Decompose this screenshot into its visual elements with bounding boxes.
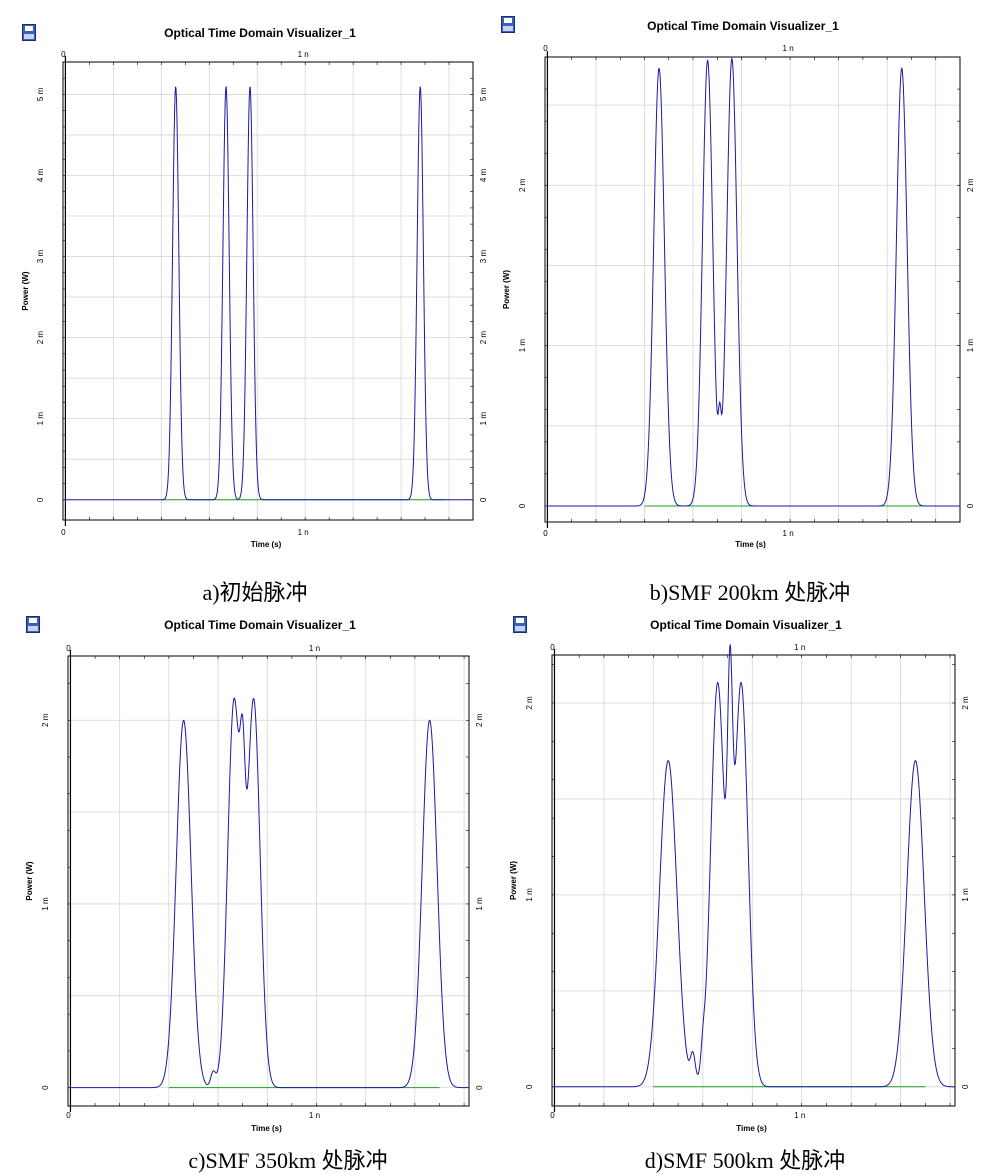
chart-title: Optical Time Domain Visualizer_1	[164, 26, 356, 40]
y-tick-label-left: 1 m	[36, 412, 45, 426]
x-axis-label: Time (s)	[736, 1124, 767, 1133]
signal-trace	[545, 57, 960, 507]
y-tick-label-left: 0	[525, 1084, 534, 1089]
x-axis-label: Time (s)	[251, 1124, 282, 1133]
y-tick-label-right: 3 m	[479, 250, 488, 264]
x-tick-label-bottom: 1 n	[794, 1111, 805, 1120]
y-tick-label-right: 2 m	[966, 178, 975, 192]
x-tick-label-top: 0	[543, 44, 548, 53]
y-axis-label: Power (W)	[502, 270, 511, 309]
y-tick-label-right: 0	[475, 1085, 484, 1090]
x-tick-label-top: 0	[550, 643, 555, 652]
y-tick-label-right: 5 m	[479, 87, 488, 101]
x-tick-label-bottom: 0	[66, 1111, 71, 1120]
x-tick-label-top: 0	[66, 644, 71, 653]
save-floppy-icon[interactable]	[513, 616, 527, 633]
y-tick-label-left: 3 m	[36, 250, 45, 264]
signal-trace	[552, 644, 955, 1088]
x-tick-label-bottom: 1 n	[309, 1111, 320, 1120]
x-tick-label-bottom: 0	[61, 528, 66, 537]
chart-svg: Optical Time Domain Visualizer_1 0 0 1 m 1 m…	[25, 618, 484, 1133]
y-tick-label-right: 2 m	[479, 331, 488, 345]
y-tick-label-right: 0	[966, 503, 975, 508]
y-tick-label-left: 2 m	[518, 178, 527, 192]
caption-c: c)SMF 350km 处脉冲	[188, 1148, 388, 1173]
y-tick-label-right: 1 m	[961, 888, 970, 902]
chart-svg: Optical Time Domain Visualizer_1 0 0 1 m 1 m…	[502, 19, 975, 549]
y-tick-label-right: 2 m	[475, 713, 484, 727]
x-tick-label-top: 1 n	[794, 643, 805, 652]
chart-title: Optical Time Domain Visualizer_1	[164, 618, 356, 632]
x-axis-label: Time (s)	[251, 540, 282, 549]
caption-d: d)SMF 500km 处脉冲	[644, 1148, 846, 1173]
x-tick-label-top: 1 n	[298, 50, 309, 59]
save-floppy-icon[interactable]	[26, 616, 40, 633]
y-tick-label-left: 2 m	[36, 331, 45, 345]
y-tick-label-right: 1 m	[966, 339, 975, 353]
y-tick-label-left: 2 m	[41, 713, 50, 727]
x-axis-label: Time (s)	[735, 540, 766, 549]
save-floppy-icon[interactable]	[501, 16, 515, 33]
chart-panel-c: Optical Time Domain Visualizer_1 0 0 1 m 1 m…	[0, 600, 497, 1140]
signal-trace	[68, 697, 469, 1089]
y-tick-label-left: 0	[36, 497, 45, 502]
save-floppy-icon[interactable]	[22, 24, 36, 41]
plot-frame	[551, 654, 956, 1107]
y-tick-label-left: 1 m	[525, 888, 534, 902]
x-tick-label-top: 1 n	[783, 44, 794, 53]
plot-frame	[62, 61, 474, 521]
chart-panel-d: Optical Time Domain Visualizer_1 0 0 1 m 1 m…	[497, 600, 994, 1140]
chart-title: Optical Time Domain Visualizer_1	[650, 618, 842, 632]
y-tick-label-left: 2 m	[525, 696, 534, 710]
y-tick-label-right: 0	[961, 1084, 970, 1089]
y-tick-label-right: 0	[479, 497, 488, 502]
signal-trace	[63, 86, 473, 501]
y-tick-label-left: 1 m	[41, 897, 50, 911]
plot-frame	[67, 655, 470, 1107]
y-tick-label-right: 1 m	[475, 897, 484, 911]
caption-a: a)初始脉冲	[202, 580, 308, 605]
y-tick-label-right: 1 m	[479, 412, 488, 426]
y-tick-label-left: 0	[518, 503, 527, 508]
x-tick-label-bottom: 0	[543, 529, 548, 538]
chart-svg: Optical Time Domain Visualizer_1 0 0 1 m 1 m…	[21, 26, 488, 549]
y-axis-label: Power (W)	[21, 271, 30, 310]
caption-b: b)SMF 200km 处脉冲	[649, 580, 851, 605]
y-tick-label-left: 5 m	[36, 87, 45, 101]
chart-title: Optical Time Domain Visualizer_1	[647, 19, 839, 33]
x-tick-label-top: 1 n	[309, 644, 320, 653]
y-tick-label-left: 0	[41, 1085, 50, 1090]
y-axis-label: Power (W)	[509, 861, 518, 900]
x-tick-label-bottom: 0	[550, 1111, 555, 1120]
y-tick-label-left: 1 m	[518, 339, 527, 353]
chart-panel-a: Optical Time Domain Visualizer_1 0 0 1 m 1 m…	[0, 0, 497, 560]
y-tick-label-left: 4 m	[36, 168, 45, 182]
chart-svg: Optical Time Domain Visualizer_1 0 0 1 m 1 m…	[509, 618, 970, 1133]
y-tick-label-right: 2 m	[961, 696, 970, 710]
chart-panel-b: Optical Time Domain Visualizer_1 0 0 1 m 1 m…	[497, 0, 994, 560]
x-tick-label-bottom: 1 n	[298, 528, 309, 537]
x-tick-label-top: 0	[61, 50, 66, 59]
x-tick-label-bottom: 1 n	[783, 529, 794, 538]
plot-frame	[544, 56, 961, 523]
y-axis-label: Power (W)	[25, 861, 34, 900]
y-tick-label-right: 4 m	[479, 168, 488, 182]
